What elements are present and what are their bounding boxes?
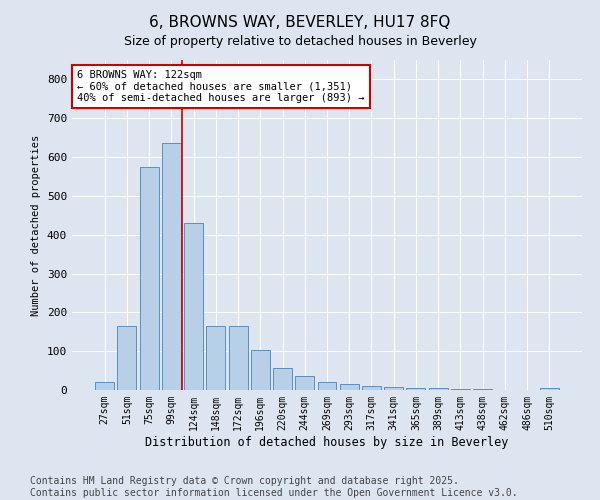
Text: 6, BROWNS WAY, BEVERLEY, HU17 8FQ: 6, BROWNS WAY, BEVERLEY, HU17 8FQ (149, 15, 451, 30)
Bar (473, 389, 492, 390)
Bar (229, 326, 248, 390)
X-axis label: Distribution of detached houses by size in Beverley: Distribution of detached houses by size … (145, 436, 509, 448)
Bar (162, 144, 181, 390)
Text: Contains HM Land Registry data © Crown copyright and database right 2025.
Contai: Contains HM Land Registry data © Crown c… (30, 476, 518, 498)
Bar (251, 350, 270, 390)
Bar (295, 376, 314, 390)
Text: Size of property relative to detached houses in Beverley: Size of property relative to detached ho… (124, 35, 476, 48)
Bar (118, 326, 136, 390)
Bar (451, 389, 470, 390)
Bar (95, 382, 114, 390)
Bar (362, 386, 381, 390)
Y-axis label: Number of detached properties: Number of detached properties (31, 134, 41, 316)
Bar (384, 387, 403, 390)
Bar (273, 368, 292, 390)
Text: 6 BROWNS WAY: 122sqm
← 60% of detached houses are smaller (1,351)
40% of semi-de: 6 BROWNS WAY: 122sqm ← 60% of detached h… (77, 70, 365, 103)
Bar (140, 167, 158, 390)
Bar (429, 388, 448, 390)
Bar (184, 223, 203, 390)
Bar (340, 384, 359, 390)
Bar (406, 388, 425, 390)
Bar (317, 382, 337, 390)
Bar (206, 326, 225, 390)
Bar (540, 388, 559, 390)
